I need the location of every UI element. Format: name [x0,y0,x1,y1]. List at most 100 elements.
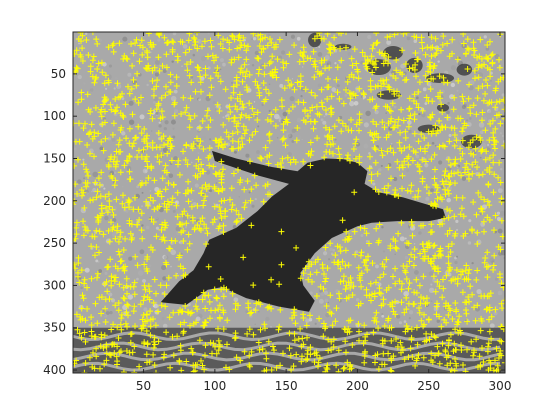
feature-point-marker [485,367,492,373]
feature-point-marker [372,359,378,366]
feature-point-marker [339,120,346,127]
feature-point-marker [410,301,417,308]
feature-point-marker [434,45,441,52]
feature-point-marker [347,284,354,291]
feature-point-marker [76,279,83,286]
feature-point-marker [411,246,418,253]
wall-speckle [461,176,467,181]
feature-point-marker [79,45,86,52]
feature-point-marker [77,32,84,36]
feature-point-marker [428,156,435,163]
feature-point-marker [421,145,428,152]
feature-point-marker [101,80,108,87]
feature-point-marker [247,158,253,165]
feature-point-marker [255,55,262,62]
feature-point-marker [283,60,290,67]
feature-point-marker [492,306,499,313]
feature-point-marker [335,368,342,373]
wall-speckle [88,198,90,200]
wall-speckle [205,170,211,175]
feature-point-marker [322,124,329,131]
wall-speckle [417,49,422,55]
feature-point-marker [218,142,225,148]
feature-point-marker [351,228,358,235]
feature-point-marker [304,113,311,119]
feature-point-marker [102,72,109,79]
feature-point-marker [96,182,103,188]
feature-point-marker [129,111,136,118]
feature-point-marker [161,200,168,207]
feature-point-marker [459,194,466,201]
wall-speckle [192,201,197,207]
feature-point-marker [307,139,314,146]
feature-point-marker [98,202,105,209]
feature-point-marker [418,222,424,229]
feature-point-marker [148,164,155,171]
feature-point-marker [427,69,434,76]
feature-point-marker [117,321,124,328]
feature-point-marker [163,329,170,336]
wall-speckle [153,101,156,104]
feature-point-marker [125,197,132,203]
feature-point-marker [393,67,400,74]
feature-point-marker [398,219,405,226]
feature-point-marker [447,161,454,168]
feature-point-marker [185,37,192,44]
feature-point-marker [481,259,488,266]
feature-point-marker [201,38,208,45]
feature-point-marker [397,339,404,346]
feature-point-marker [76,330,83,337]
feature-point-marker [479,208,486,215]
feature-point-marker [264,116,271,123]
wall-speckle [105,238,112,244]
feature-point-marker [159,62,166,69]
feature-point-marker [324,362,331,369]
feature-point-marker [451,94,458,101]
feature-point-marker [279,136,286,143]
wall-speckle [381,314,385,318]
wall-speckle [408,317,411,320]
wall-speckle [466,119,469,122]
feature-point-marker [392,280,399,287]
wall-speckle [365,240,369,243]
feature-point-marker [188,345,195,352]
feature-point-marker [230,89,237,96]
feature-point-marker [199,362,206,369]
feature-point-marker [246,100,253,107]
feature-point-marker [355,320,362,327]
feature-point-marker [406,106,413,112]
feature-point-marker [131,279,138,286]
feature-point-marker [455,115,461,122]
wall-speckle [289,96,295,102]
feature-point-marker [145,32,152,37]
feature-point-marker [163,64,170,71]
wall-speckle [430,173,434,177]
feature-point-marker [431,62,438,69]
feature-point-marker [489,60,496,67]
feature-point-marker [183,358,190,365]
wall-speckle [372,182,376,186]
feature-point-marker [174,189,181,196]
feature-point-marker [95,175,102,182]
feature-point-marker [419,156,426,163]
feature-point-marker [91,153,97,160]
feature-point-marker [352,251,359,258]
feature-point-marker [478,63,485,69]
feature-point-marker [220,166,226,173]
feature-point-marker [255,32,261,39]
feature-point-marker [220,121,227,128]
feature-point-marker [125,83,131,90]
feature-point-marker [344,359,351,366]
feature-point-marker [189,214,196,221]
feature-point-marker [333,305,340,312]
feature-point-marker [291,42,298,49]
feature-point-marker [428,75,435,82]
feature-point-marker [229,138,236,144]
feature-point-marker [95,219,102,225]
feature-point-marker [412,362,419,369]
feature-point-marker [199,43,205,50]
feature-point-marker [262,34,269,41]
feature-point-marker [269,53,276,60]
feature-point-marker [216,204,223,211]
feature-point-marker [465,294,472,300]
